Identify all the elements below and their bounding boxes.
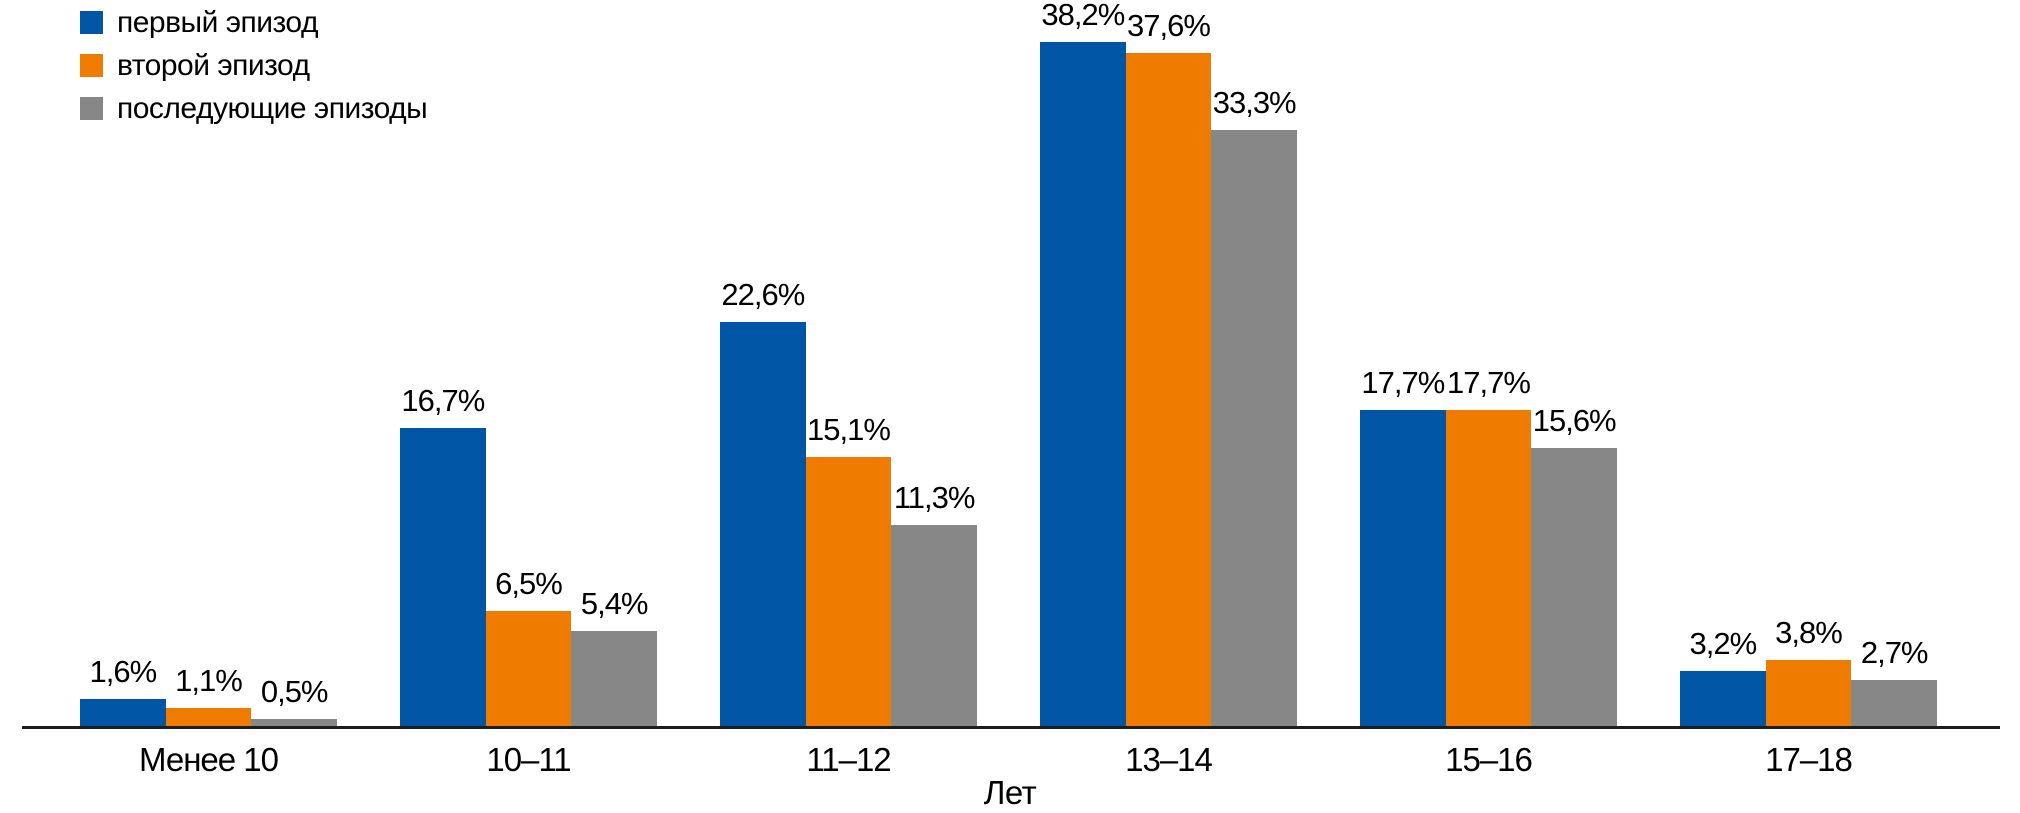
bar: [485, 611, 572, 728]
x-axis-title: Лет: [983, 774, 1037, 811]
bar: [1211, 130, 1297, 728]
bar: [165, 708, 252, 728]
bar: [1125, 52, 1212, 728]
legend-item: второй эпизод: [80, 49, 427, 82]
bar: [400, 428, 486, 728]
legend-label: второй эпизод: [117, 49, 310, 82]
category-label: Менее 10: [138, 741, 279, 778]
bar: [891, 525, 977, 728]
category-label: 17–18: [1765, 741, 1853, 778]
legend-swatch: [80, 97, 103, 120]
bar: [1765, 659, 1852, 728]
bar: [571, 631, 657, 728]
bar-value-label: 1,1%: [175, 663, 243, 699]
bar-value-label: 38,2%: [1041, 0, 1125, 33]
bar: [1531, 447, 1617, 728]
bar-value-label: 2,7%: [1860, 634, 1929, 670]
bar-value-label: 5,4%: [580, 586, 649, 622]
legend-swatch: [80, 11, 103, 34]
legend-label: последующие эпизоды: [117, 92, 428, 125]
plot-area: 1,6% 1,1% 0,5% 16,7% 6,5% 5,4% 22,6% 15,1% 11,3%…: [80, 0, 1937, 728]
legend-item: первый эпизод: [80, 6, 427, 39]
bar-value-label: 16,7%: [401, 383, 485, 419]
bar-value-label: 17,7%: [1447, 365, 1531, 401]
bar: [805, 456, 892, 728]
bar-value-label: 11,3%: [893, 480, 976, 516]
bar: [1445, 410, 1532, 728]
bar: [1360, 410, 1446, 728]
category-label: 10–11: [486, 741, 571, 778]
bar-value-label: 37,6%: [1127, 7, 1211, 43]
bar-value-label: 6,5%: [495, 566, 563, 602]
bar: [80, 699, 166, 728]
bar: [1851, 679, 1937, 728]
bar-value-label: 22,6%: [721, 277, 805, 313]
category-label: 15–16: [1445, 741, 1533, 778]
bar-value-label: 0,5%: [260, 674, 329, 710]
bar-value-label: 33,3%: [1212, 85, 1297, 120]
bar-value-label: 15,6%: [1532, 402, 1617, 438]
legend-item: последующие эпизоды: [80, 92, 428, 125]
bar: [251, 719, 337, 728]
bar-value-label: 3,2%: [1689, 625, 1757, 661]
bar-value-label: 17,7%: [1361, 365, 1445, 401]
chart-legend: первый эпизод второй эпизод последующие эп…: [80, 6, 428, 125]
bar-value-label: 1,6%: [89, 654, 157, 690]
bar-value-label: 15,1%: [807, 411, 891, 447]
bar: [1040, 42, 1126, 728]
bar-value-label: 3,8%: [1775, 614, 1843, 650]
bar: [1680, 670, 1766, 728]
legend-swatch: [80, 54, 103, 77]
bar: [720, 322, 806, 728]
category-label: 11–12: [806, 741, 891, 778]
category-label: 13–14: [1125, 741, 1213, 778]
legend-label: первый эпизод: [117, 6, 318, 39]
x-axis-line: [22, 726, 2000, 729]
